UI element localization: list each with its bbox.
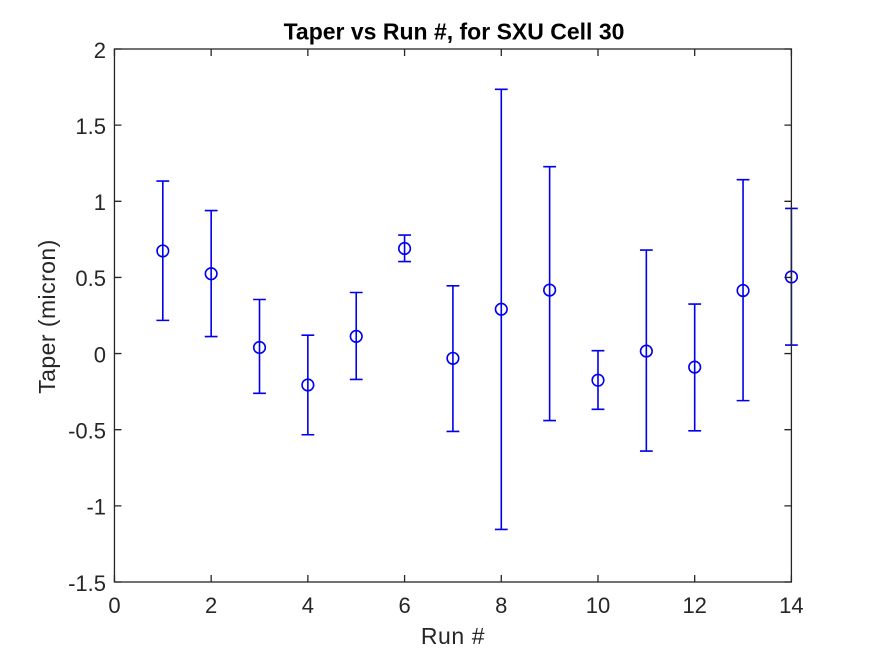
svg-text:Taper (micron): Taper (micron) xyxy=(34,239,60,394)
svg-text:10: 10 xyxy=(586,593,610,618)
svg-text:-1.5: -1.5 xyxy=(68,571,106,596)
svg-text:Run #: Run # xyxy=(421,623,485,649)
svg-text:-1: -1 xyxy=(86,495,106,520)
svg-text:0: 0 xyxy=(108,593,120,618)
svg-text:14: 14 xyxy=(779,593,803,618)
svg-text:1.5: 1.5 xyxy=(75,114,106,139)
svg-text:1: 1 xyxy=(94,190,106,215)
svg-text:2: 2 xyxy=(205,593,217,618)
svg-text:0.5: 0.5 xyxy=(75,266,106,291)
svg-text:Taper vs Run #, for SXU Cell 3: Taper vs Run #, for SXU Cell 30 xyxy=(284,19,625,45)
svg-text:12: 12 xyxy=(682,593,706,618)
svg-text:6: 6 xyxy=(398,593,410,618)
svg-text:0: 0 xyxy=(94,342,106,367)
svg-text:8: 8 xyxy=(495,593,507,618)
svg-text:4: 4 xyxy=(302,593,314,618)
svg-text:-0.5: -0.5 xyxy=(68,419,106,444)
svg-text:2: 2 xyxy=(94,38,106,63)
